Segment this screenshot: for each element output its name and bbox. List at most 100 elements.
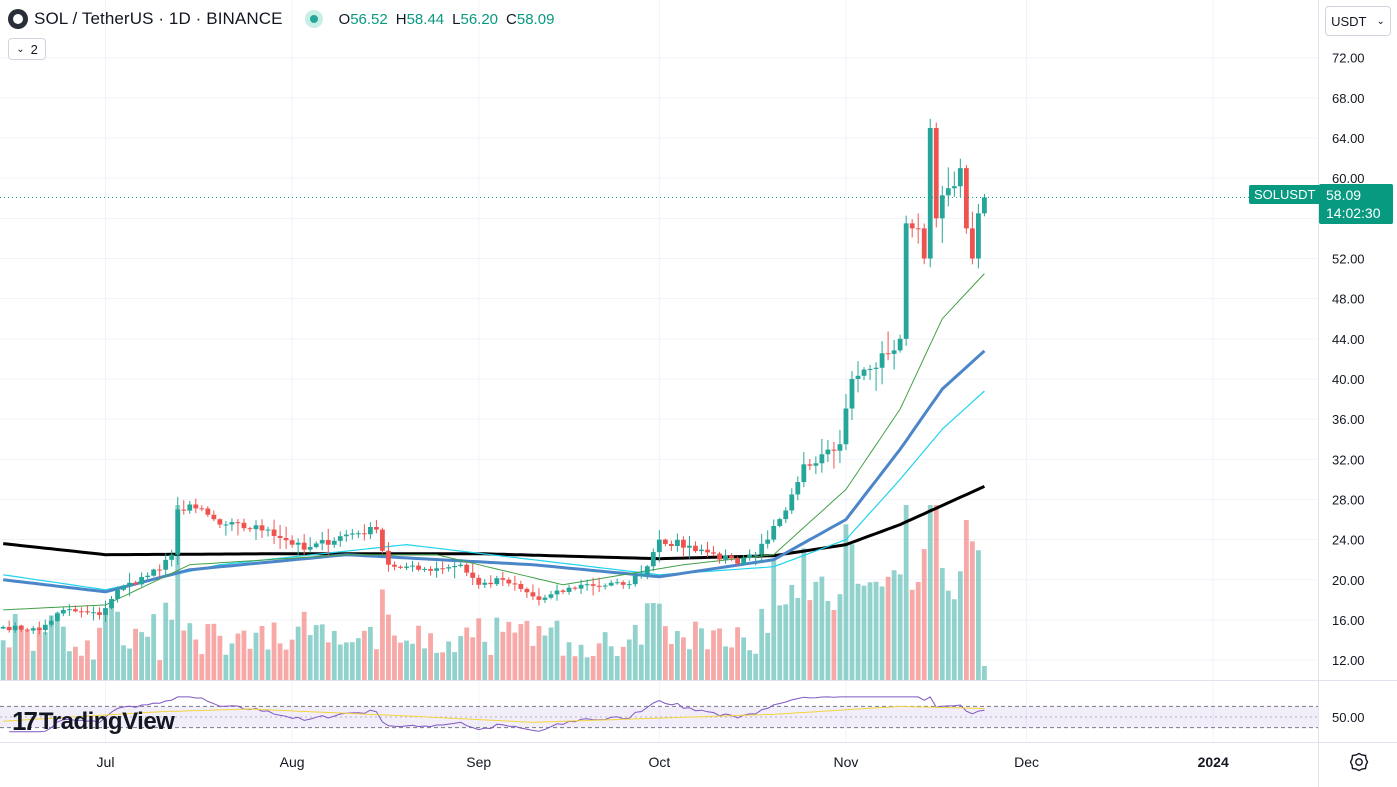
candle: [608, 580, 614, 587]
price-axis[interactable]: 72.0068.0064.0060.0056.0052.0048.0044.00…: [1332, 51, 1365, 668]
candle: [801, 451, 807, 488]
candle-body: [488, 582, 494, 585]
candle: [614, 578, 620, 585]
candle: [693, 541, 698, 553]
candle: [193, 498, 199, 514]
volume-bar: [849, 544, 855, 680]
price-tick-label: 12.00: [1332, 653, 1365, 668]
candle-body: [271, 529, 277, 536]
candle-body: [115, 589, 120, 599]
volume-bar: [91, 659, 96, 680]
candle-body: [825, 449, 831, 455]
candle: [771, 519, 777, 543]
candle: [915, 213, 921, 244]
time-tick-label: 2024: [1198, 754, 1229, 770]
candle: [777, 517, 783, 528]
candle-body: [512, 583, 518, 585]
candle: [73, 605, 78, 613]
volume-bar: [578, 644, 584, 680]
candle: [85, 605, 90, 615]
candle: [837, 429, 843, 464]
candle: [741, 554, 747, 566]
volume-bar: [446, 641, 452, 680]
candles: [0, 118, 987, 635]
volume-bar: [819, 576, 825, 680]
candle-body: [157, 569, 163, 571]
volume-bar: [957, 571, 963, 680]
candle: [662, 538, 668, 547]
candle-body: [777, 519, 783, 527]
candle-body: [24, 629, 30, 631]
candle-body: [337, 536, 343, 541]
price-tick-label: 48.00: [1332, 292, 1365, 307]
candle: [235, 519, 241, 536]
candle: [211, 510, 217, 522]
indicators-toggle-button[interactable]: ⌄ 2: [8, 38, 46, 60]
volume-bar: [54, 612, 60, 680]
volume-bar: [656, 603, 662, 680]
tradingview-logo[interactable]: 17 TradingView: [12, 706, 175, 737]
candle: [632, 573, 638, 587]
candle: [705, 541, 710, 557]
volume-bar: [139, 632, 145, 680]
volume-bar: [693, 621, 698, 680]
volume-bar: [127, 648, 132, 680]
candle: [650, 548, 656, 572]
volume-bar: [416, 625, 421, 680]
tradingview-mark-icon: 17: [12, 706, 38, 736]
candle: [554, 584, 560, 601]
rsi-band: [0, 706, 1318, 728]
candle-body: [939, 195, 945, 219]
volume-bar: [927, 505, 933, 680]
time-axis[interactable]: Jul Aug Sep Oct Nov Dec 2024: [97, 754, 1229, 770]
volume-bar: [349, 642, 355, 680]
candle-body: [374, 527, 379, 530]
candle-body: [789, 494, 795, 511]
volume-bar: [121, 645, 126, 680]
volume-bar: [235, 633, 241, 680]
currency-select[interactable]: USDT ⌄: [1325, 6, 1391, 36]
candle: [54, 611, 60, 622]
candle-body: [668, 543, 674, 547]
volume-bar: [205, 624, 211, 680]
volume-bar: [602, 632, 608, 680]
volume-bar: [18, 625, 24, 680]
candle-body: [518, 584, 524, 589]
candle: [626, 580, 632, 590]
candle-body: [945, 188, 951, 196]
candle-body: [759, 543, 765, 555]
volume-bar: [488, 654, 494, 680]
candle: [0, 625, 6, 630]
candle: [765, 530, 771, 549]
candle-body: [277, 535, 283, 539]
symbol-title[interactable]: SOL / TetherUS · 1D · BINANCE: [34, 9, 283, 28]
settings-gear-icon[interactable]: [1349, 752, 1369, 772]
candle: [36, 621, 42, 635]
candle: [759, 533, 765, 563]
volume-bar: [163, 602, 169, 680]
candle-body: [626, 584, 632, 586]
candle: [476, 574, 482, 589]
candle-body: [982, 197, 987, 214]
volume-bar: [909, 589, 915, 680]
volume-bar: [921, 549, 927, 680]
market-status-icon[interactable]: [304, 10, 323, 28]
candle: [506, 577, 512, 587]
candle: [825, 440, 831, 463]
price-tick-label: 36.00: [1332, 412, 1365, 427]
volume-bar: [638, 644, 644, 680]
volume-bar: [861, 585, 867, 680]
candle: [548, 590, 554, 600]
candle: [277, 524, 283, 549]
candle: [60, 607, 66, 617]
candle: [181, 500, 187, 515]
candle-body: [367, 527, 373, 535]
volume-bar: [530, 645, 536, 680]
candle: [933, 122, 939, 228]
candle-body: [434, 568, 439, 571]
candle-body: [891, 350, 897, 354]
ohlc-open: O56.52: [338, 10, 388, 28]
volume-bar: [705, 649, 710, 680]
volume-bar: [145, 636, 151, 680]
